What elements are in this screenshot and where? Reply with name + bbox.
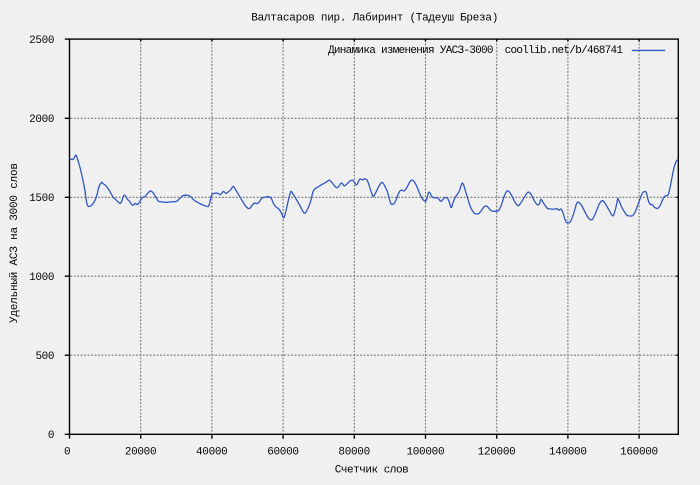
svg-text:Валтасаров пир. Лабиринт (Таде: Валтасаров пир. Лабиринт (Тадеуш Бреза)	[251, 12, 498, 25]
svg-text:Удельный АСЗ на 3000 слов: Удельный АСЗ на 3000 слов	[9, 163, 21, 323]
svg-text:80000: 80000	[338, 447, 370, 459]
svg-text:Счетчик слов: Счетчик слов	[335, 464, 409, 476]
svg-text:160000: 160000	[620, 447, 658, 459]
svg-text:60000: 60000	[267, 447, 299, 459]
svg-text:0: 0	[48, 430, 55, 442]
svg-text:40000: 40000	[196, 447, 228, 459]
svg-text:1500: 1500	[29, 193, 54, 205]
svg-text:1000: 1000	[29, 272, 54, 284]
svg-text:Динамика изменения УАСЗ-3000: Динамика изменения УАСЗ-3000 coollib.net…	[328, 45, 623, 57]
svg-text:2500: 2500	[29, 35, 54, 47]
svg-text:20000: 20000	[125, 447, 157, 459]
svg-text:500: 500	[35, 351, 54, 363]
svg-text:100000: 100000	[406, 447, 444, 459]
svg-text:0: 0	[64, 447, 71, 459]
svg-text:2000: 2000	[29, 114, 54, 126]
svg-text:120000: 120000	[478, 447, 516, 459]
svg-text:140000: 140000	[549, 447, 587, 459]
